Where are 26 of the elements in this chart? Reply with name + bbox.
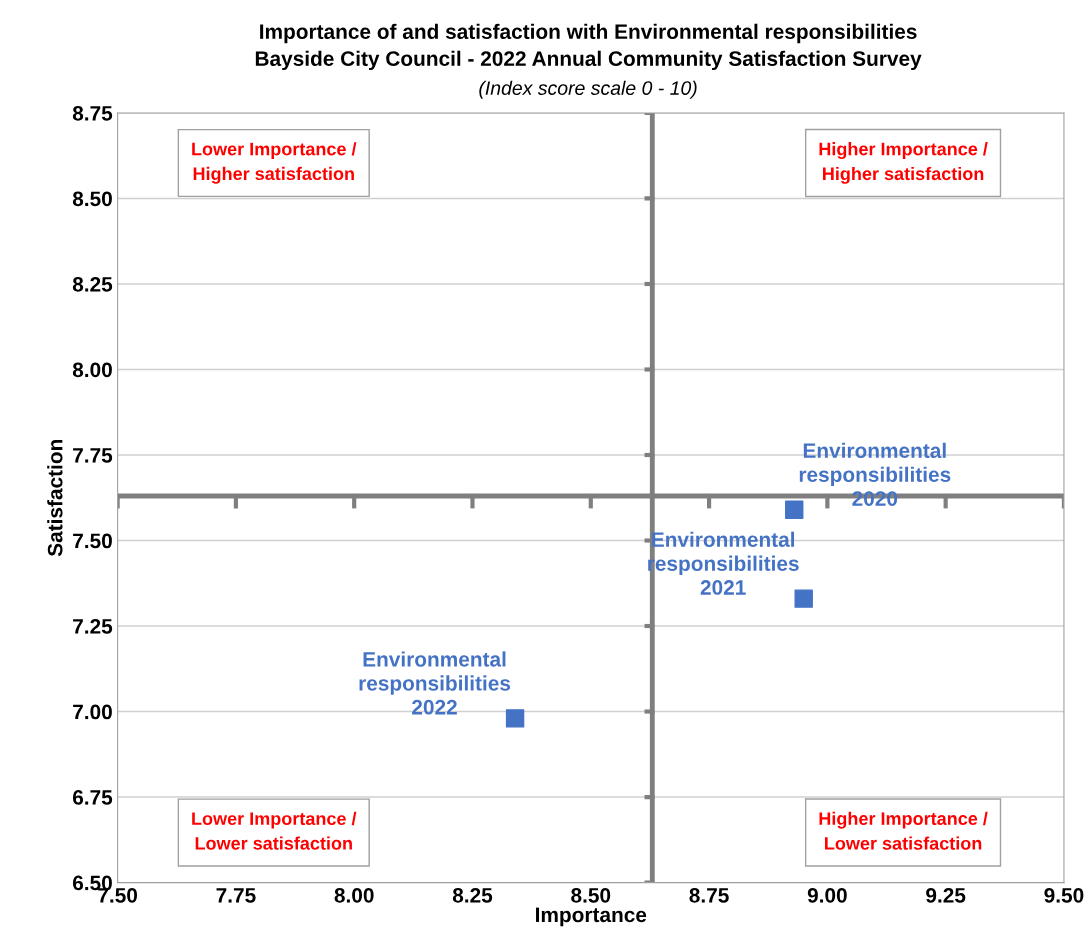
annotation: Lower Importance / Lower satisfaction — [192, 811, 357, 850]
y-tick-label: 8.00 — [72, 362, 112, 378]
x-tick-label: 9.25 — [926, 887, 966, 903]
chart-title: Importance of and satisfaction with Environmental responsibilities Bayside City Council - 2022 Annual Community Satisfaction Survey — [255, 23, 922, 71]
y-axis-title: Satisfaction — [47, 439, 63, 557]
x-tick-label: 8.00 — [334, 887, 374, 903]
x-tick-label: 7.75 — [216, 888, 256, 903]
x-tick-label: 8.50 — [571, 887, 611, 903]
y-tick-label: 8.50 — [72, 191, 112, 207]
annotation: Environmental responsibilities 2022 — [359, 651, 511, 715]
y-tick-label: 8.75 — [72, 105, 113, 121]
y-tick-label: 6.75 — [72, 790, 113, 805]
chart-subtitle: (Index score scale 0 - 10) — [479, 80, 697, 99]
x-tick-label: 9.00 — [807, 887, 847, 903]
y-tick-label: 7.00 — [73, 704, 112, 720]
y-tick-label: 7.75 — [73, 448, 113, 463]
annotation: Higher Importance / Higher satisfaction — [819, 142, 988, 184]
x-axis-title: Importance — [536, 907, 647, 927]
y-tick-label: 7.50 — [73, 533, 112, 549]
annotation: Higher Importance / Lower satisfaction — [819, 811, 988, 850]
x-tick-label: 9.50 — [1044, 887, 1084, 903]
y-tick-label: 7.25 — [73, 619, 113, 634]
y-tick-label: 8.25 — [72, 276, 113, 292]
annotation: Lower Importance / Higher satisfaction — [192, 142, 357, 184]
x-tick-label: 8.75 — [689, 887, 729, 903]
x-tick-label: 8.25 — [452, 887, 493, 903]
